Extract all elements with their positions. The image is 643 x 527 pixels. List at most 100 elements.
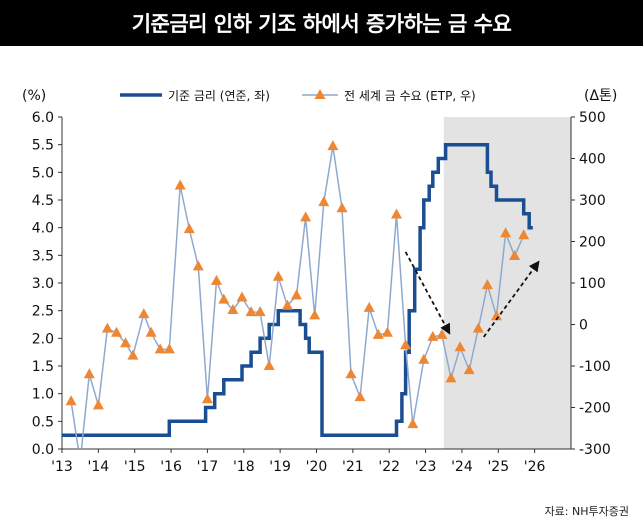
- etp-demand-point: [101, 322, 113, 333]
- left-axis-tick-label: 5.0: [32, 165, 54, 181]
- x-axis-tick-label: '14: [88, 459, 110, 475]
- etp-demand-point: [127, 349, 139, 360]
- etp-demand-point: [336, 202, 348, 213]
- x-axis-tick-label: '15: [124, 459, 146, 475]
- etp-demand-point: [111, 326, 122, 337]
- left-axis-tick-label: 2.5: [32, 304, 54, 320]
- right-axis-tick-label: 200: [579, 235, 606, 251]
- right-axis-unit: (Δ톤): [584, 88, 617, 104]
- etp-demand-point: [363, 301, 375, 312]
- x-axis-tick-label: '16: [160, 459, 182, 475]
- etp-demand-point: [154, 343, 166, 354]
- etp-demand-point: [391, 208, 402, 219]
- right-axis-tick-label: 100: [579, 276, 606, 292]
- etp-demand-point: [427, 330, 439, 341]
- etp-demand-point: [509, 250, 521, 260]
- etp-demand-point: [65, 395, 77, 406]
- etp-demand-point: [218, 293, 230, 304]
- etp-demand-point: [163, 343, 175, 354]
- chart: 0.0 0.5 1.0 1.5 2.0 2.5 3.0 3.5 4.0 4.5 5.0 5.5 6.0 -…: [22, 88, 617, 475]
- forecast-shaded-region: [443, 117, 571, 449]
- etp-demand-point: [92, 399, 104, 410]
- etp-demand-point: [481, 279, 493, 290]
- etp-demand-point: [354, 391, 366, 402]
- etp-demand-point: [272, 270, 284, 281]
- etp-demand-point: [518, 229, 530, 240]
- left-axis-tick-label: 4.0: [32, 221, 54, 237]
- right-axis-tick-label: 500: [579, 110, 606, 126]
- etp-demand-point: [463, 364, 475, 375]
- left-axis-tick-label: 5.5: [32, 138, 54, 154]
- x-axis-tick-label: '22: [378, 459, 400, 475]
- trend-arrow-down: [404, 251, 451, 335]
- x-axis-tick-label: '24: [451, 459, 473, 475]
- etp-demand-point: [381, 326, 393, 337]
- etp-demand-point: [400, 339, 412, 350]
- etp-demand-point: [138, 308, 150, 319]
- etp-demand-point: [120, 337, 132, 348]
- etp-demand-point: [201, 393, 213, 404]
- etp-demand-point: [145, 326, 157, 337]
- etp-demand-point: [236, 291, 248, 302]
- etp-demand-point: [245, 306, 257, 317]
- right-axis-tick-label: 0: [579, 318, 588, 334]
- x-axis-tick-label: '19: [269, 459, 291, 475]
- etp-demand-point: [183, 223, 195, 234]
- etp-demand-point: [491, 310, 502, 321]
- etp-demand-point: [345, 368, 357, 379]
- left-axis-tick-label: 4.5: [32, 193, 54, 209]
- etp-demand-point: [318, 196, 330, 207]
- etp-demand-point: [445, 372, 457, 383]
- etp-demand-point: [309, 309, 321, 320]
- etp-demand-point: [75, 455, 86, 465]
- etp-demand-point: [254, 306, 266, 317]
- left-axis-tick-label: 6.0: [32, 110, 54, 126]
- legend-fed-label: 기준 금리 (연준, 좌): [168, 89, 270, 103]
- etp-demand-point: [407, 418, 419, 429]
- left-axis-tick-label: 0.5: [32, 414, 54, 430]
- x-axis-tick-label: '21: [342, 459, 364, 475]
- etp-demand-point: [454, 341, 466, 352]
- etp-demand-point: [472, 322, 484, 333]
- x-axis-tick-label: '23: [415, 459, 437, 475]
- etp-demand-point: [291, 289, 302, 300]
- legend-etp-label: 전 세계 금 수요 (ETP, 우): [344, 89, 476, 103]
- etp-demand-point: [327, 140, 339, 151]
- right-axis-tick-label: -200: [579, 401, 611, 417]
- x-axis-tick-label: '26: [524, 459, 546, 475]
- left-axis-tick-label: 1.5: [32, 359, 54, 375]
- right-axis-tick-label: 400: [579, 152, 606, 168]
- left-axis-tick-label: 3.0: [32, 276, 54, 292]
- left-axis-tick-label: 3.5: [32, 248, 54, 264]
- left-axis-unit: (%): [22, 88, 46, 104]
- trend-arrow-up: [483, 260, 540, 338]
- legend-etp-marker: [314, 89, 326, 99]
- etp-demand-point: [418, 353, 430, 364]
- x-axis-tick-label: '20: [306, 459, 328, 475]
- etp-demand-point: [174, 179, 186, 190]
- etp-demand-point: [300, 211, 312, 222]
- x-axis-tick-label: '13: [51, 459, 73, 475]
- chart-title: 기준금리 인하 기조 하에서 증가하는 금 수요: [131, 12, 512, 36]
- etp-demand-point: [263, 360, 275, 370]
- etp-demand-point: [372, 328, 384, 339]
- etp-demand-point: [192, 260, 204, 271]
- title-bar: 기준금리 인하 기조 하에서 증가하는 금 수요: [0, 0, 643, 46]
- source-note: 자료: NH투자증권: [544, 505, 629, 518]
- etp-demand-point: [281, 299, 293, 310]
- etp-demand-point: [227, 304, 239, 314]
- x-axis-tick-label: '18: [233, 459, 255, 475]
- etp-demand-point: [500, 227, 512, 238]
- etp-demand-point: [83, 368, 95, 379]
- left-axis-tick-label: 2.0: [32, 331, 54, 347]
- fed-rate-line: [62, 142, 533, 437]
- right-axis-tick-label: -300: [579, 442, 611, 458]
- x-axis-tick-label: '17: [197, 459, 219, 475]
- left-axis-tick-label: 1.0: [32, 387, 54, 403]
- etp-demand-point: [211, 274, 222, 285]
- right-axis-tick-label: -100: [579, 359, 611, 375]
- left-axis-tick-label: 0.0: [32, 442, 54, 458]
- right-axis-tick-label: 300: [579, 193, 606, 209]
- x-axis-tick-label: '25: [487, 459, 509, 475]
- etp-series-group: [65, 140, 530, 465]
